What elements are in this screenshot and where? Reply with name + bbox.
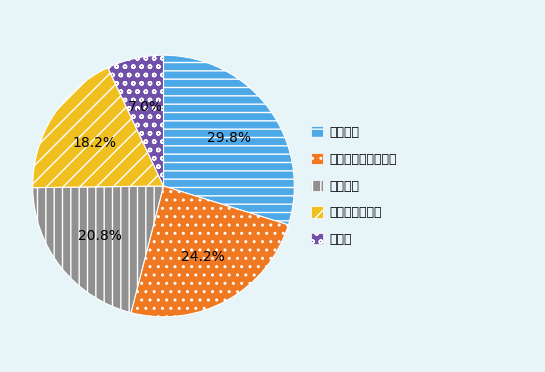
Text: 7.0%: 7.0% — [128, 100, 164, 114]
Wedge shape — [164, 55, 294, 225]
Wedge shape — [33, 68, 163, 187]
Text: 24.2%: 24.2% — [181, 250, 225, 264]
Wedge shape — [33, 186, 163, 313]
Text: 18.2%: 18.2% — [72, 136, 117, 150]
Wedge shape — [131, 186, 288, 317]
Wedge shape — [108, 55, 164, 186]
Text: 29.8%: 29.8% — [207, 131, 251, 145]
Text: 20.8%: 20.8% — [78, 229, 122, 243]
Legend: 運輸部門, エネルギー供給部門, 家庭部門, 産業・商業部門, その他: 運輸部門, エネルギー供給部門, 家庭部門, 産業・商業部門, その他 — [311, 126, 397, 246]
